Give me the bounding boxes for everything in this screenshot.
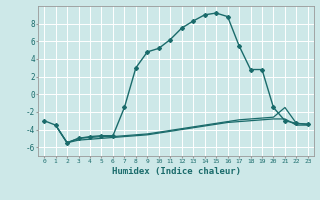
X-axis label: Humidex (Indice chaleur): Humidex (Indice chaleur) [111,167,241,176]
